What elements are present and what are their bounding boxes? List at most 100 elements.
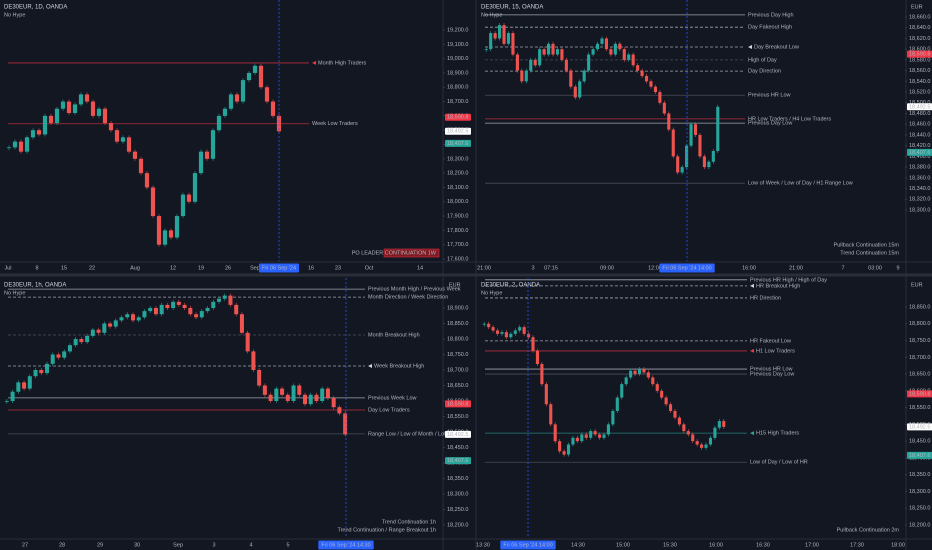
level-label: Previous HR Low bbox=[750, 366, 793, 372]
candle-body bbox=[125, 314, 130, 318]
candle-body bbox=[176, 301, 181, 305]
level-label: Day Direction bbox=[748, 69, 781, 75]
price-tag-label: 18,407.6 bbox=[909, 453, 930, 459]
candle-body bbox=[716, 106, 720, 152]
level-label: Previous Week Low bbox=[368, 395, 417, 401]
candle-body bbox=[717, 421, 721, 428]
candle-body bbox=[54, 108, 60, 124]
time-tick-label: 16:00 bbox=[709, 542, 723, 548]
price-tick-label: 18,200.0 bbox=[447, 522, 468, 528]
level-label: HR Direction bbox=[750, 295, 781, 301]
candle-body bbox=[302, 394, 308, 405]
candle-body bbox=[258, 65, 264, 88]
candle-body bbox=[535, 350, 540, 365]
candle-body bbox=[698, 134, 702, 157]
candle-body bbox=[700, 444, 704, 448]
candle-body bbox=[16, 382, 21, 392]
price-tick-label: 18,600.0 bbox=[909, 47, 930, 53]
candle-body bbox=[216, 115, 222, 131]
time-tick-label: 17:30 bbox=[850, 542, 864, 548]
candle-body bbox=[325, 388, 330, 398]
time-tick-label: 15:30 bbox=[663, 542, 677, 548]
candle-body bbox=[343, 413, 348, 435]
price-tick-label: 19,100.0 bbox=[447, 42, 468, 48]
price-tick-label: 18,300.0 bbox=[909, 489, 930, 495]
candle-body bbox=[66, 101, 72, 114]
time-tick-label: Sep bbox=[250, 265, 260, 271]
level-label: Previous Day High bbox=[748, 12, 794, 18]
price-tick-label: 18,850.0 bbox=[909, 304, 930, 310]
cursor-time-box bbox=[258, 263, 300, 273]
price-tick-label: 18,580.0 bbox=[909, 57, 930, 63]
candle-body bbox=[667, 113, 671, 130]
candle-body bbox=[642, 369, 646, 373]
price-tick-label: 19,000.0 bbox=[447, 56, 468, 62]
candle-body bbox=[148, 308, 153, 312]
candle-body bbox=[524, 70, 528, 82]
time-tick-label: 03:00 bbox=[868, 265, 882, 271]
note-label: Pullback Continuation 15m bbox=[834, 242, 900, 248]
time-tick-label: 3 bbox=[531, 265, 534, 271]
price-tick-label: 18,550.0 bbox=[447, 414, 468, 420]
indicator-name: No Hype bbox=[4, 12, 25, 18]
indicator-name: No Hype bbox=[4, 290, 25, 296]
note-label: Pullback Continuation 2m bbox=[837, 527, 900, 533]
price-tick-label: 18,620.0 bbox=[909, 36, 930, 42]
currency-label: EUR bbox=[911, 4, 923, 10]
candle-body bbox=[102, 108, 108, 124]
level-arrow bbox=[748, 45, 752, 50]
time-tick-label: 23 bbox=[335, 265, 341, 271]
price-tick-label: 18,200.0 bbox=[447, 171, 468, 177]
candle-body bbox=[264, 87, 270, 102]
price-tick-label: 18,380.0 bbox=[909, 165, 930, 171]
price-tick-label: 18,300.0 bbox=[447, 491, 468, 497]
candle-body bbox=[262, 385, 267, 395]
candle-body bbox=[587, 54, 591, 71]
candle-body bbox=[668, 404, 673, 411]
candle-body bbox=[274, 388, 279, 401]
time-tick-label: 15:00 bbox=[616, 542, 630, 548]
time-tick-label: 17:00 bbox=[805, 542, 819, 548]
candle-body bbox=[78, 94, 84, 105]
candle-body bbox=[320, 388, 325, 401]
price-tick-label: 17,800.0 bbox=[447, 228, 468, 234]
candle-body bbox=[239, 314, 244, 333]
candle-body bbox=[629, 370, 633, 378]
time-tick-label: 16 bbox=[308, 265, 314, 271]
candle-body bbox=[204, 151, 210, 159]
price-tick-label: 18,250.0 bbox=[909, 506, 930, 512]
price-tick-label: 18,700.0 bbox=[447, 99, 468, 105]
price-tick-label: 18,750.0 bbox=[909, 338, 930, 344]
price-tag-label: 18,492.5 bbox=[909, 104, 930, 110]
price-tick-label: 18,540.0 bbox=[909, 79, 930, 85]
candle-body bbox=[251, 351, 256, 370]
candle-body bbox=[36, 130, 42, 135]
price-tag-label: 18,492.5 bbox=[909, 424, 930, 430]
candle-body bbox=[113, 320, 118, 327]
candle-body bbox=[188, 308, 193, 315]
candle-body bbox=[50, 354, 55, 364]
candle-body bbox=[280, 388, 285, 395]
time-tick-label: 22 bbox=[89, 265, 95, 271]
level-label: Previous Month High / Previous Week bbox=[368, 287, 461, 293]
candle-body bbox=[156, 216, 162, 245]
candle-body bbox=[199, 311, 204, 318]
candle-body bbox=[553, 424, 557, 442]
candle-body bbox=[631, 54, 635, 66]
candle-body bbox=[702, 156, 706, 168]
candle-body bbox=[502, 25, 506, 44]
cursor-time-box bbox=[659, 263, 715, 273]
note-label: Trend Continuation 15m bbox=[840, 250, 899, 256]
time-tick-label: 9 bbox=[896, 265, 899, 271]
candle-body bbox=[611, 410, 615, 425]
price-tick-label: 18,420.0 bbox=[909, 143, 930, 149]
time-tick-label: 28 bbox=[59, 542, 65, 548]
time-tick-label: Jul bbox=[4, 265, 11, 271]
candle-body bbox=[48, 115, 54, 124]
level-label: Month High Traders bbox=[318, 60, 367, 66]
candle-body bbox=[544, 384, 548, 405]
level-arrow bbox=[750, 348, 754, 353]
price-tag-label: 18,492.5 bbox=[447, 129, 468, 135]
note-label: PO LEADER CONTINUATION 1W bbox=[352, 250, 437, 256]
time-tick-label: 09:00 bbox=[600, 265, 614, 271]
